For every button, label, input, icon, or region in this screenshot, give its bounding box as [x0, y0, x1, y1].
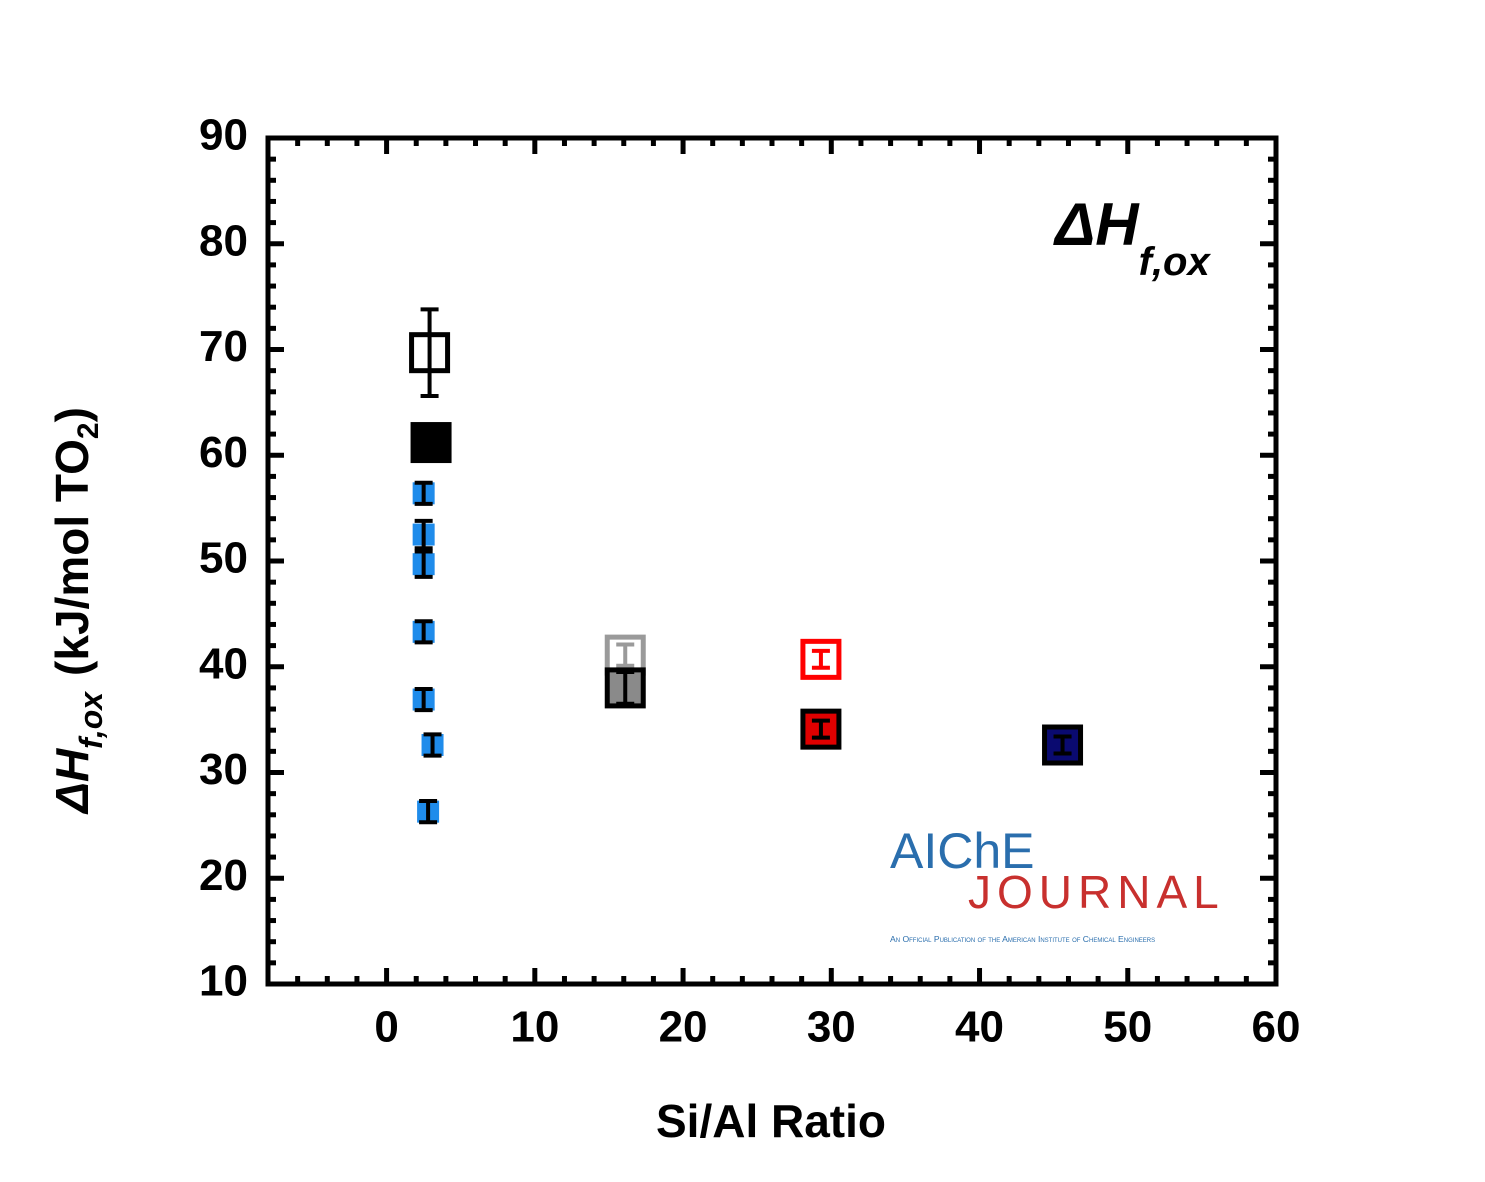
x-tick-label: 50	[1103, 1003, 1152, 1052]
error-bar	[414, 686, 433, 713]
x-tick-label: 0	[374, 1003, 398, 1052]
watermark-line2: JOURNAL	[968, 866, 1225, 918]
x-tick-label: 20	[659, 1003, 708, 1052]
annotation-symbol: ΔH	[1053, 191, 1140, 258]
y-label-unit: (kJ/mol TO	[46, 439, 98, 676]
y-tick-label: 30	[199, 745, 248, 794]
y-tick-label: 40	[199, 639, 248, 688]
error-bar	[811, 718, 830, 740]
y-tick-label: 80	[199, 216, 248, 265]
error-bar	[422, 434, 441, 451]
y-tick-label: 60	[199, 428, 248, 477]
error-bar	[419, 799, 438, 825]
x-tick-label: 30	[807, 1003, 856, 1052]
y-tick-label: 90	[199, 111, 248, 160]
error-bar	[1053, 734, 1072, 756]
y-label-symbol: ΔH	[46, 748, 98, 815]
error-bar	[414, 518, 433, 551]
watermark-tagline: An Official Publication of the American …	[890, 934, 1155, 944]
y-tick-label: 10	[199, 957, 248, 1006]
error-bar	[616, 670, 635, 706]
plot-frame	[265, 135, 1279, 987]
x-tick-label: 10	[510, 1003, 559, 1052]
y-tick-label: 50	[199, 534, 248, 583]
error-bar	[414, 549, 433, 579]
error-bar	[414, 619, 433, 645]
annotation: ΔHf,ox	[1053, 191, 1211, 284]
y-label-close: )	[46, 407, 98, 422]
error-bar	[811, 648, 830, 670]
x-axis-label: Si/Al Ratio	[656, 1095, 886, 1147]
error-bar	[420, 307, 439, 399]
error-bar	[414, 480, 433, 506]
y-tick-label: 20	[199, 851, 248, 900]
y-label-sub: f,ox	[73, 691, 109, 749]
annotation-sub: f,ox	[1139, 240, 1212, 284]
error-bar	[423, 732, 442, 758]
y-axis-label: ΔHf,ox (kJ/mol TO2)	[46, 407, 109, 815]
y-tick-label: 70	[199, 322, 248, 371]
x-tick-label: 60	[1252, 1003, 1301, 1052]
x-tick-label: 40	[955, 1003, 1004, 1052]
y-label-unit-sub: 2	[72, 422, 105, 439]
error-bar	[616, 642, 635, 668]
watermark-line1: AIChE	[890, 823, 1035, 879]
